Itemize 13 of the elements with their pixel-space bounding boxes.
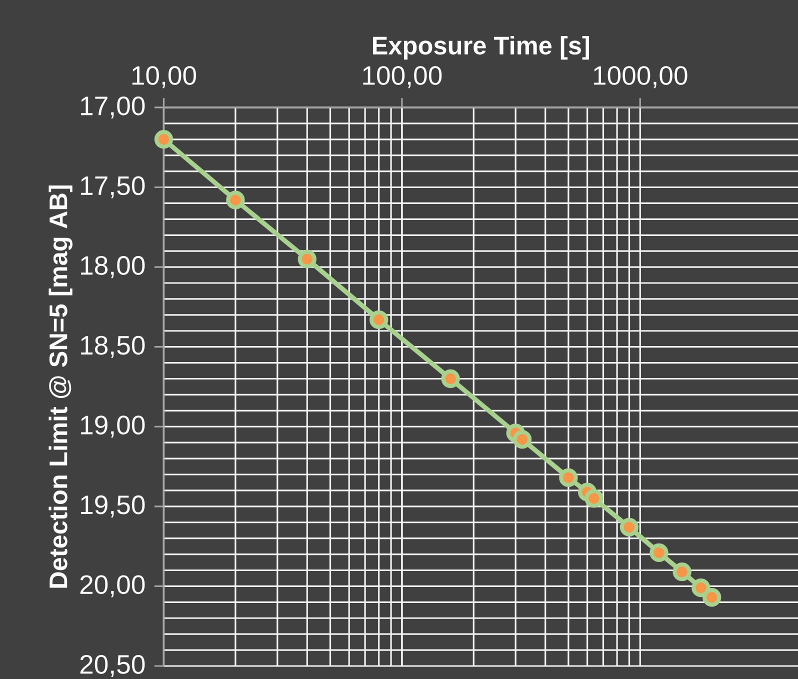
y-tick-label: 20,00 <box>80 575 145 598</box>
y-tick-label: 18,50 <box>81 336 145 358</box>
x-tick-label: 10,00 <box>132 66 196 88</box>
x-tick-label: 1000,00 <box>594 66 688 88</box>
y-tick-label: 18,00 <box>81 256 145 278</box>
y-tick-label: 20,50 <box>80 655 145 678</box>
x-tick-label: 100,00 <box>363 66 442 88</box>
y-tick-label: 19,50 <box>81 495 145 518</box>
y-tick-label: 17,50 <box>81 176 145 198</box>
y-axis-title: Detection Limit @ SN=5 [mag AB] <box>48 185 72 588</box>
x-axis-title: Exposure Time [s] <box>372 36 589 60</box>
y-tick-label: 17,00 <box>81 96 145 118</box>
y-tick-label: 19,00 <box>81 416 145 438</box>
